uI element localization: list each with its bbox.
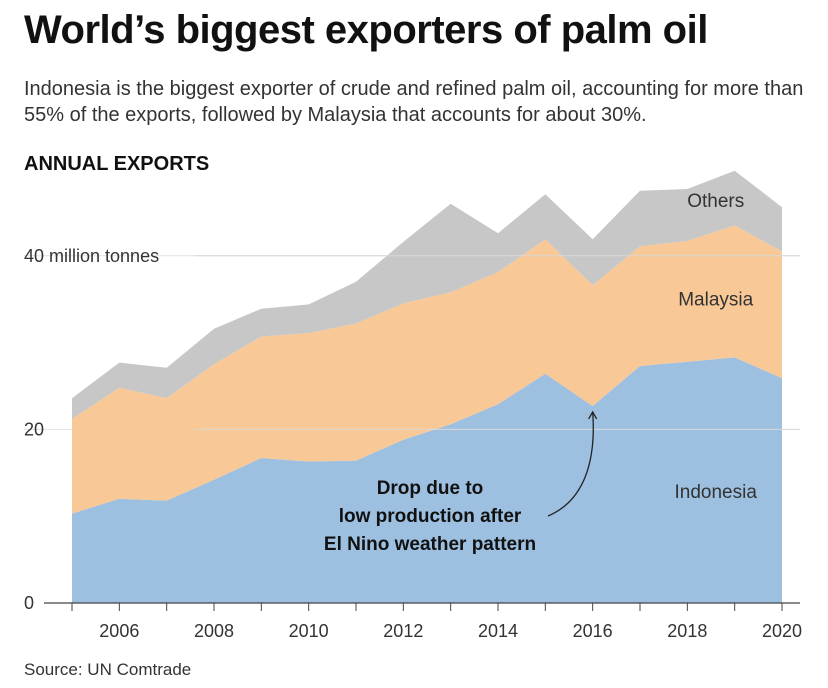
series-label-others: Others <box>687 191 744 212</box>
annotation-line: El Nino weather pattern <box>324 534 536 555</box>
annotation: Drop due to low production after El Nino w… <box>324 410 598 555</box>
x-tick-label: 2020 <box>762 621 802 641</box>
section-label: ANNUAL EXPORTS <box>24 153 210 175</box>
x-tick-label: 2008 <box>194 621 234 641</box>
chart-subtitle: Indonesia is the biggest exporter of cru… <box>24 78 804 126</box>
area-malaysia <box>72 225 782 514</box>
source-note: Source: UN Comtrade <box>24 660 192 679</box>
axes: 0 20 40 million tonnes 2006 2008 2010 2012 2014… <box>24 246 802 641</box>
x-tick-label: 2014 <box>478 621 518 641</box>
area-indonesia <box>72 357 782 603</box>
area-others <box>72 170 782 419</box>
x-tick-label: 2016 <box>573 621 613 641</box>
annotation-arrow <box>547 411 594 517</box>
annotation-arrowhead <box>588 410 598 420</box>
x-tick-label: 2018 <box>667 621 707 641</box>
y-tick-label: 40 million tonnes <box>24 246 159 266</box>
area-layers <box>72 170 782 603</box>
chart-title: World’s biggest exporters of palm oil <box>24 8 708 52</box>
y-tick-label: 20 <box>24 419 44 439</box>
series-label-indonesia: Indonesia <box>675 482 758 503</box>
x-tick-label: 2012 <box>383 621 423 641</box>
y-tick-label: 0 <box>24 593 34 613</box>
annotation-line: Drop due to <box>377 478 484 499</box>
annotation-line: low production after <box>339 506 522 527</box>
x-tick-label: 2010 <box>289 621 329 641</box>
series-label-malaysia: Malaysia <box>678 289 753 310</box>
series-labels: Indonesia Malaysia Others <box>675 191 758 503</box>
x-tick-label: 2006 <box>99 621 139 641</box>
